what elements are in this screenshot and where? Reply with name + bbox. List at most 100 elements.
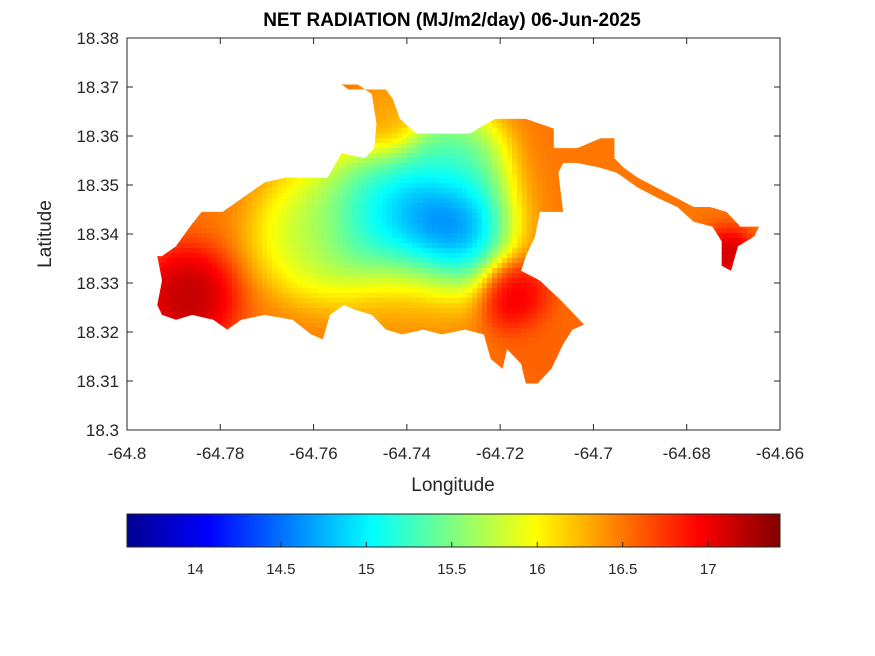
heatmap-cell: [487, 163, 493, 169]
heatmap-cell: [547, 148, 553, 154]
heatmap-cell: [532, 133, 538, 139]
heatmap-cell: [377, 183, 383, 189]
heatmap-cell: [452, 178, 458, 184]
heatmap-cell: [437, 168, 443, 174]
heatmap-cell: [712, 223, 718, 229]
heatmap-cell: [527, 183, 533, 189]
heatmap-cell: [607, 148, 613, 154]
heatmap-cell: [512, 188, 518, 194]
heatmap-cell: [522, 223, 528, 229]
heatmap-cell: [462, 213, 468, 219]
heatmap-cell: [462, 218, 468, 224]
heatmap-cell: [547, 203, 553, 209]
heatmap-cell: [412, 178, 418, 184]
heatmap-cell: [467, 213, 473, 219]
heatmap-cell: [722, 218, 728, 224]
heatmap-cell: [207, 223, 213, 229]
heatmap-cell: [382, 193, 388, 199]
heatmap-cell: [362, 183, 368, 189]
heatmap-cell: [702, 208, 708, 214]
heatmap-cell: [542, 203, 548, 209]
heatmap-cell: [577, 158, 583, 164]
heatmap-cell: [412, 203, 418, 209]
heatmap-cell: [707, 213, 713, 219]
heatmap-cell: [627, 173, 633, 179]
heatmap-cell: [587, 148, 593, 154]
heatmap-cell: [397, 158, 403, 164]
heatmap-cell: [492, 123, 498, 129]
heatmap-cell: [257, 223, 263, 229]
heatmap-cell: [552, 153, 558, 159]
heatmap-cell: [622, 173, 628, 179]
heatmap-cell: [537, 138, 543, 144]
heatmap-cell: [532, 208, 538, 214]
heatmap-cell: [267, 223, 273, 229]
heatmap-cell: [612, 158, 618, 164]
heatmap-cell: [532, 138, 538, 144]
heatmap-cell: [427, 193, 433, 199]
heatmap-cell: [567, 148, 573, 154]
heatmap-cell: [337, 193, 343, 199]
heatmap-cell: [292, 193, 298, 199]
heatmap-cell: [407, 203, 413, 209]
heatmap-cell: [337, 203, 343, 209]
heatmap-cell: [712, 213, 718, 219]
heatmap-cell: [572, 153, 578, 159]
heatmap-cell: [552, 158, 558, 164]
heatmap-cell: [292, 198, 298, 204]
heatmap-cell: [372, 103, 378, 109]
heatmap-cell: [417, 143, 423, 149]
heatmap-cell: [357, 208, 363, 214]
heatmap-cell: [312, 208, 318, 214]
heatmap-cell: [287, 188, 293, 194]
heatmap-cell: [472, 223, 478, 229]
heatmap-cell: [432, 223, 438, 229]
heatmap-cell: [532, 173, 538, 179]
heatmap-cell: [537, 183, 543, 189]
heatmap-cell: [557, 188, 563, 194]
heatmap-cell: [382, 158, 388, 164]
heatmap-cell: [547, 138, 553, 144]
heatmap-cell: [522, 198, 528, 204]
heatmap-cell: [337, 198, 343, 204]
heatmap-cell: [452, 143, 458, 149]
heatmap-cell: [387, 193, 393, 199]
heatmap-cell: [372, 108, 378, 114]
heatmap-cell: [522, 138, 528, 144]
heatmap-cell: [412, 153, 418, 159]
heatmap-cell: [597, 148, 603, 154]
heatmap-cell: [527, 188, 533, 194]
heatmap-cell: [532, 178, 538, 184]
heatmap-cell: [452, 218, 458, 224]
heatmap-cell: [542, 208, 548, 214]
heatmap-cell: [412, 143, 418, 149]
heatmap-cell: [372, 148, 378, 154]
heatmap-cell: [227, 218, 233, 224]
heatmap-cell: [522, 213, 528, 219]
heatmap-cell: [312, 193, 318, 199]
heatmap-cell: [487, 123, 493, 129]
heatmap-cell: [432, 153, 438, 159]
heatmap-cell: [302, 203, 308, 209]
heatmap-cell: [552, 188, 558, 194]
heatmap-cell: [412, 193, 418, 199]
heatmap-cell: [377, 188, 383, 194]
heatmap-cell: [417, 178, 423, 184]
heatmap-cell: [402, 153, 408, 159]
heatmap-cell: [527, 168, 533, 174]
heatmap-cell: [512, 218, 518, 224]
heatmap-cell: [512, 213, 518, 219]
heatmap-cell: [477, 178, 483, 184]
heatmap-cell: [412, 183, 418, 189]
heatmap-cell: [387, 213, 393, 219]
heatmap-cell: [477, 133, 483, 139]
heatmap-cell: [377, 198, 383, 204]
heatmap-cell: [432, 173, 438, 179]
heatmap-cell: [297, 208, 303, 214]
heatmap-cell: [332, 183, 338, 189]
heatmap-cell: [552, 148, 558, 154]
heatmap-cell: [482, 133, 488, 139]
heatmap-cell: [467, 188, 473, 194]
heatmap-cell: [392, 198, 398, 204]
heatmap-cell: [377, 103, 383, 109]
